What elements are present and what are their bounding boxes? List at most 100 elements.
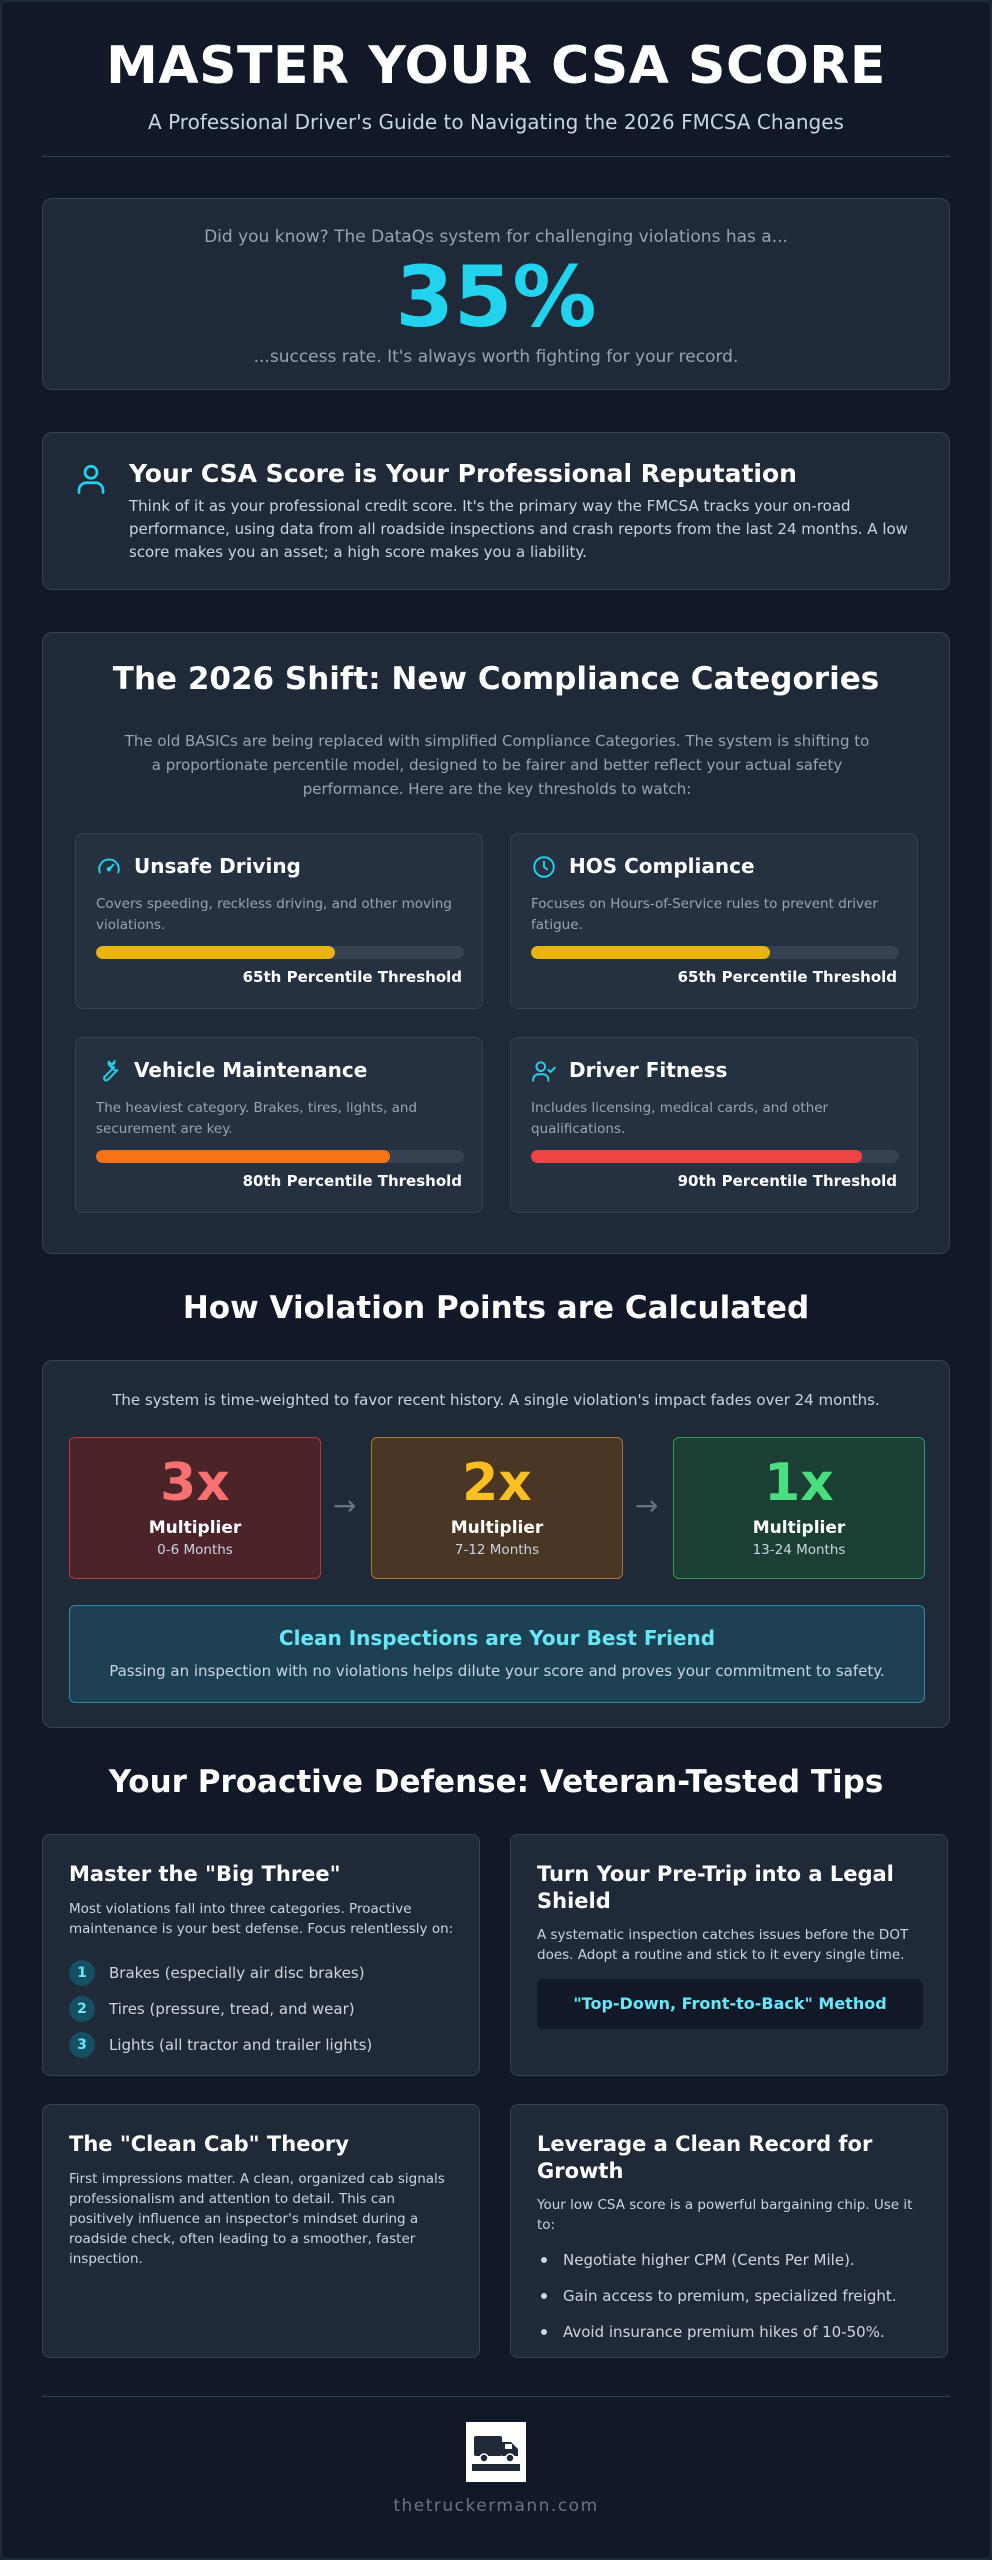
- brand-logo[interactable]: [466, 2422, 526, 2482]
- list-item-text: Avoid insurance premium hikes of 10-50%.: [563, 2323, 885, 2341]
- user-icon: [77, 464, 105, 494]
- bullet-dot: [541, 2293, 547, 2299]
- stat-card: Did you know? The DataQs system for chal…: [42, 198, 950, 390]
- list-item: Negotiate higher CPM (Cents Per Mile).: [537, 2245, 897, 2275]
- clean-inspections-body: Passing an inspection with no violations…: [109, 1662, 885, 1680]
- number-badge: 1: [69, 1960, 95, 1986]
- user-check-icon: [532, 1061, 556, 1082]
- bullet-dot: [541, 2257, 547, 2263]
- threshold-bar: [96, 1150, 464, 1163]
- number-badge: 2: [69, 1996, 95, 2022]
- reputation-body: Think of it as your professional credit …: [129, 497, 908, 561]
- tip-title: Leverage a Clean Record for Growth: [537, 2132, 873, 2183]
- tip-desc: Your low CSA score is a powerful bargain…: [537, 2197, 913, 2233]
- clean-inspections-callout: Clean Inspections are Your Best Friend P…: [69, 1605, 925, 1703]
- tips-title: Your Proactive Defense: Veteran-Tested T…: [108, 1764, 884, 1800]
- category-desc: Includes licensing, medical cards, and o…: [531, 1100, 829, 1137]
- violations-card: The system is time-weighted to favor rec…: [42, 1360, 950, 1728]
- threshold-bar-fill: [96, 946, 336, 959]
- multiplier-value: 1x: [764, 1453, 834, 1513]
- wrench-icon: [103, 1060, 119, 1082]
- gauge-icon: [98, 858, 120, 874]
- category-card-hos-compliance: HOS Compliance Focuses on Hours-of-Servi…: [510, 833, 918, 1009]
- list-item-text: Negotiate higher CPM (Cents Per Mile).: [563, 2251, 855, 2269]
- category-card-vehicle-maintenance: Vehicle Maintenance The heaviest categor…: [75, 1037, 483, 1213]
- threshold-bar-fill: [531, 946, 771, 959]
- header-divider: [42, 156, 950, 157]
- threshold-bar: [531, 1150, 899, 1163]
- category-title: Unsafe Driving: [134, 854, 301, 878]
- category-desc: Covers speeding, reckless driving, and o…: [96, 896, 452, 933]
- multiplier-card-3x: 3x Multiplier 0-6 Months: [69, 1437, 321, 1579]
- numbered-list: 1 Brakes (especially air disc brakes) 2 …: [69, 1959, 372, 2067]
- bullet-dot: [541, 2329, 547, 2335]
- stat-pre-text: Did you know? The DataQs system for chal…: [204, 227, 788, 247]
- reputation-title: Your CSA Score is Your Professional Repu…: [129, 459, 797, 488]
- violations-title: How Violation Points are Calculated: [182, 1290, 810, 1326]
- threshold-label: 90th Percentile Threshold: [677, 1172, 897, 1190]
- threshold-bar-fill: [96, 1150, 391, 1163]
- tip-title: Turn Your Pre-Trip into a Legal Shield: [537, 1862, 894, 1913]
- compliance-section: The 2026 Shift: New Compliance Categorie…: [42, 632, 950, 1254]
- list-item: 3 Lights (all tractor and trailer lights…: [69, 2031, 372, 2059]
- compliance-intro: The old BASICs are being replaced with s…: [124, 732, 870, 798]
- page-subtitle: A Professional Driver's Guide to Navigat…: [148, 110, 844, 134]
- category-title: HOS Compliance: [569, 854, 755, 878]
- threshold-bar-fill: [531, 1150, 863, 1163]
- multiplier-value: 3x: [160, 1453, 230, 1513]
- footer-divider: [42, 2396, 950, 2397]
- tip-desc: A systematic inspection catches issues b…: [537, 1927, 909, 1963]
- category-card-unsafe-driving: Unsafe Driving Covers speeding, reckless…: [75, 833, 483, 1009]
- tip-card-clean-cab: The "Clean Cab" Theory First impressions…: [42, 2104, 480, 2358]
- category-title: Vehicle Maintenance: [134, 1058, 368, 1082]
- list-item: 2 Tires (pressure, tread, and wear): [69, 1995, 372, 2023]
- violations-intro: The system is time-weighted to favor rec…: [112, 1391, 880, 1409]
- compliance-title: The 2026 Shift: New Compliance Categorie…: [112, 661, 880, 697]
- stat-value: 35%: [395, 248, 597, 346]
- number-badge: 3: [69, 2032, 95, 2058]
- multiplier-range: 0-6 Months: [157, 1542, 233, 1558]
- multiplier-card-1x: 1x Multiplier 13-24 Months: [673, 1437, 925, 1579]
- list-item-text: Lights (all tractor and trailer lights): [109, 2036, 373, 2054]
- arrow-icon: →: [635, 1489, 659, 1522]
- threshold-label: 65th Percentile Threshold: [677, 968, 897, 986]
- category-desc: Focuses on Hours-of-Service rules to pre…: [531, 896, 878, 933]
- list-item-text: Brakes (especially air disc brakes): [109, 1964, 365, 1982]
- category-title: Driver Fitness: [569, 1058, 728, 1082]
- arrow-icon: →: [333, 1489, 357, 1522]
- multiplier-range: 7-12 Months: [454, 1542, 540, 1558]
- category-card-driver-fitness: Driver Fitness Includes licensing, medic…: [510, 1037, 918, 1213]
- threshold-label: 65th Percentile Threshold: [242, 968, 462, 986]
- tip-title: Master the "Big Three": [69, 1862, 341, 1886]
- page-title: MASTER YOUR CSA SCORE: [106, 36, 886, 96]
- threshold-bar: [531, 946, 899, 959]
- list-item: Gain access to premium, specialized frei…: [537, 2281, 897, 2311]
- multiplier-card-2x: 2x Multiplier 7-12 Months: [371, 1437, 623, 1579]
- clock-icon: [533, 856, 555, 878]
- method-callout: "Top-Down, Front-to-Back" Method: [537, 1979, 923, 2029]
- header: MASTER YOUR CSA SCORE A Professional Dri…: [42, 36, 950, 134]
- category-desc: The heaviest category. Brakes, tires, li…: [96, 1100, 418, 1137]
- tip-desc: Most violations fall into three categori…: [69, 1901, 454, 1937]
- tip-title: The "Clean Cab" Theory: [69, 2132, 349, 2156]
- multiplier-range: 13-24 Months: [752, 1542, 846, 1558]
- reputation-card: Your CSA Score is Your Professional Repu…: [42, 432, 950, 590]
- multiplier-label: Multiplier: [752, 1518, 846, 1538]
- truck-logo-icon: [466, 2422, 526, 2482]
- stat-post-text: ...success rate. It's always worth fight…: [253, 347, 739, 367]
- tip-card-pretrip: Turn Your Pre-Trip into a Legal Shield A…: [510, 1834, 948, 2076]
- tip-card-big-three: Master the "Big Three" Most violations f…: [42, 1834, 480, 2076]
- multiplier-label: Multiplier: [450, 1518, 544, 1538]
- threshold-label: 80th Percentile Threshold: [242, 1172, 462, 1190]
- clean-inspections-title: Clean Inspections are Your Best Friend: [278, 1626, 716, 1650]
- site-url[interactable]: thetruckermann.com: [393, 2496, 599, 2516]
- multiplier-label: Multiplier: [148, 1518, 242, 1538]
- list-item: Avoid insurance premium hikes of 10-50%.: [537, 2317, 897, 2347]
- list-item-text: Tires (pressure, tread, and wear): [109, 2000, 355, 2018]
- threshold-bar: [96, 946, 464, 959]
- list-item-text: Gain access to premium, specialized frei…: [563, 2287, 897, 2305]
- bullet-list: Negotiate higher CPM (Cents Per Mile). G…: [537, 2245, 897, 2353]
- list-item: 1 Brakes (especially air disc brakes): [69, 1959, 372, 1987]
- multiplier-value: 2x: [462, 1453, 532, 1513]
